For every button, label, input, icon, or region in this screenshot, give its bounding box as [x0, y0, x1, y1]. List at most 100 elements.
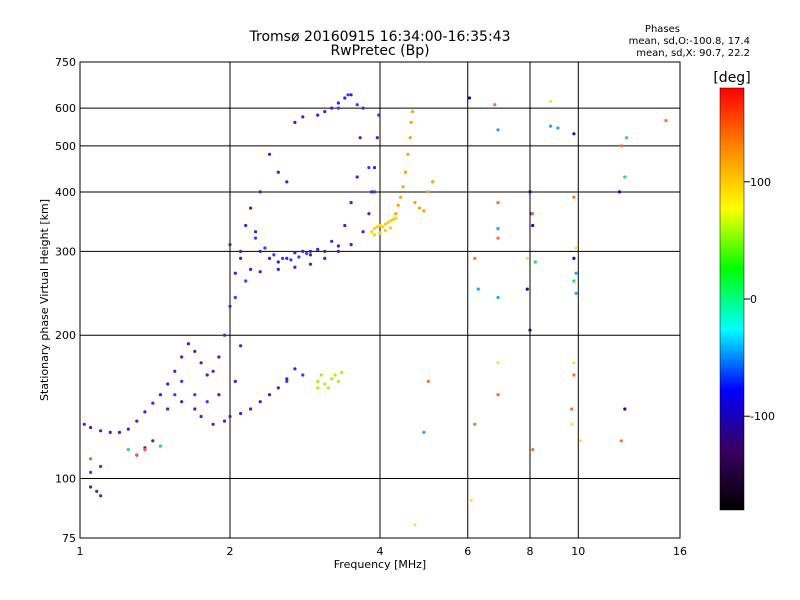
data-point — [572, 195, 576, 199]
data-point — [336, 244, 340, 248]
x-axis-ticks: 1 2 4 6 8 10 16 — [77, 545, 688, 558]
data-point — [244, 279, 248, 283]
x-axis-label: Frequency [MHz] — [334, 558, 426, 571]
data-point — [308, 249, 312, 253]
colorbar-gradient — [719, 87, 745, 511]
data-point — [316, 386, 320, 390]
data-point — [330, 377, 334, 381]
data-point — [336, 379, 340, 383]
data-point — [233, 295, 237, 300]
data-point — [272, 253, 276, 257]
data-point — [383, 228, 387, 233]
data-point — [496, 236, 500, 240]
data-point — [239, 256, 243, 260]
x-tick-label: 2 — [227, 545, 234, 558]
data-point — [343, 96, 347, 100]
data-point — [403, 170, 408, 174]
x-tick-label: 8 — [527, 545, 534, 558]
data-point — [556, 126, 560, 130]
data-point — [276, 260, 280, 264]
colorbar-ticks: 100 0 -100 — [744, 176, 775, 423]
data-point — [623, 407, 627, 411]
data-point — [496, 128, 500, 132]
stats-x-line: mean, sd,X: 90.7, 22.2 — [636, 48, 750, 59]
data-point — [289, 258, 293, 262]
data-point — [525, 287, 529, 291]
data-point — [222, 419, 227, 423]
x-tick-label: 6 — [464, 545, 471, 558]
data-point — [293, 367, 297, 371]
colorbar-tick-label: 0 — [750, 293, 757, 306]
data-point — [349, 201, 353, 205]
data-point — [285, 377, 289, 381]
data-point — [323, 382, 327, 386]
data-point — [239, 249, 243, 253]
grid-lines — [80, 62, 680, 538]
data-point — [570, 407, 574, 411]
data-point — [619, 144, 623, 148]
data-point — [572, 132, 576, 136]
data-point — [370, 190, 374, 194]
data-point — [281, 256, 285, 260]
data-point — [233, 379, 237, 383]
y-tick-label: 100 — [55, 473, 76, 486]
data-point — [158, 393, 162, 397]
data-point — [258, 190, 262, 194]
chart-title: Tromsø 20160915 16:34:00-16:35:43 — [249, 29, 511, 45]
y-tick-label: 750 — [55, 56, 76, 69]
data-point — [99, 464, 103, 469]
data-point — [323, 256, 327, 260]
data-point — [228, 414, 232, 419]
data-point — [619, 439, 623, 443]
data-point — [623, 175, 627, 179]
data-point — [396, 203, 400, 207]
data-point — [319, 373, 323, 377]
y-tick-label: 400 — [55, 186, 76, 199]
data-point — [276, 267, 280, 271]
data-point — [469, 498, 473, 502]
data-point — [316, 379, 320, 383]
data-point — [205, 373, 209, 377]
data-point — [305, 251, 309, 256]
data-point — [473, 256, 477, 260]
data-point — [664, 119, 668, 123]
data-point — [572, 373, 576, 377]
data-point — [199, 414, 203, 419]
data-point — [285, 256, 289, 260]
data-point — [173, 369, 177, 373]
data-point — [301, 249, 305, 253]
data-point — [126, 448, 130, 452]
data-point — [386, 220, 390, 225]
data-point — [401, 185, 405, 189]
y-tick-label: 300 — [55, 245, 76, 258]
data-point — [276, 170, 280, 174]
data-point — [375, 225, 379, 229]
data-point — [383, 222, 387, 226]
y-axis-label: Stationary phase Virtual Height [km] — [38, 199, 51, 401]
data-point — [222, 333, 227, 337]
data-point — [574, 291, 578, 295]
data-point — [426, 379, 430, 383]
data-point — [285, 180, 289, 184]
data-point — [496, 295, 500, 300]
data-point — [336, 101, 340, 105]
data-point — [193, 407, 197, 411]
data-point — [228, 243, 232, 247]
data-point — [336, 249, 340, 253]
data-point — [211, 422, 215, 426]
data-point — [570, 422, 574, 426]
data-point — [135, 419, 139, 423]
data-point — [528, 328, 532, 332]
data-point — [316, 247, 320, 251]
colorbar-tick-label: -100 — [750, 410, 775, 423]
data-point — [89, 425, 93, 430]
data-point — [267, 256, 272, 260]
data-point — [166, 382, 170, 386]
data-point — [431, 180, 435, 184]
data-point — [297, 255, 301, 259]
data-point — [180, 400, 184, 404]
data-point — [333, 373, 337, 377]
data-point — [193, 349, 197, 353]
data-point — [533, 260, 537, 264]
data-point — [422, 209, 426, 213]
